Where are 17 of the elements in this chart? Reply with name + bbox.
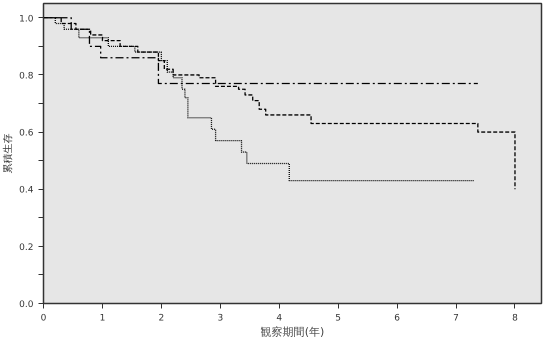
- y-axis-title: 累積生存: [2, 134, 14, 174]
- x-tick-label: 3: [217, 314, 224, 324]
- x-tick-label: 0: [40, 314, 47, 324]
- x-tick-label: 1: [100, 314, 106, 324]
- y-tick-label: 1.0: [19, 14, 34, 24]
- y-tick-label: 0.0: [19, 300, 34, 310]
- y-tick-label: 0.2: [19, 242, 34, 253]
- x-axis-title: 観察期間(年): [260, 326, 324, 338]
- x-tick-label: 2: [158, 314, 164, 324]
- y-tick-label: 0.4: [19, 186, 34, 196]
- y-tick-label: 0.8: [19, 71, 34, 82]
- x-tick-label: 5: [335, 314, 342, 324]
- x-tick-label: 6: [394, 314, 400, 324]
- x-tick-label: 7: [453, 314, 459, 324]
- y-tick-label: 0.6: [19, 128, 34, 139]
- x-tick-label: 8: [512, 314, 518, 324]
- x-tick-label: 4: [276, 314, 282, 324]
